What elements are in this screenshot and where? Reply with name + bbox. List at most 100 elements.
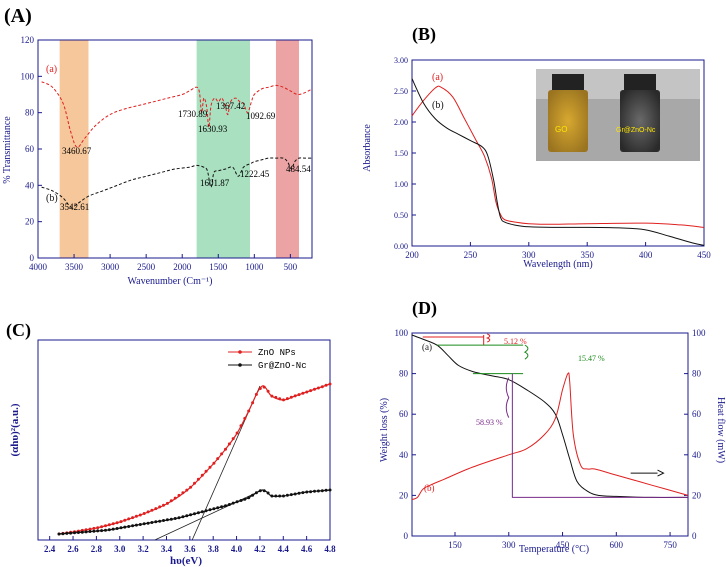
panel-c-point-0-11 bbox=[100, 525, 104, 529]
panel-c-point-1-7 bbox=[84, 530, 88, 534]
panel-d-ylabel: Weight loss (%) bbox=[379, 398, 390, 462]
panel-c-point-0-10 bbox=[96, 526, 100, 530]
panel-c-point-1-19 bbox=[131, 524, 135, 528]
panel-c-point-1-65 bbox=[309, 490, 313, 494]
panel-c-point-1-69 bbox=[324, 488, 328, 492]
panel-c-point-0-61 bbox=[293, 394, 297, 398]
panel-a-peak-1367: 1367.42 bbox=[216, 101, 245, 111]
panel-d-y2tick-0: 0 bbox=[692, 531, 697, 541]
panel-c-xtick-1: 2.6 bbox=[67, 544, 79, 554]
panel-c-point-1-60 bbox=[289, 493, 293, 497]
panel-label-a: (A) bbox=[4, 5, 32, 27]
inset-label-grzno: Gr@ZnO-Nc bbox=[616, 127, 656, 134]
panel-b-xtick-0: 200 bbox=[405, 250, 419, 260]
panel-c-point-1-3 bbox=[69, 531, 73, 535]
panel-c-point-1-23 bbox=[146, 521, 150, 525]
panel-c-point-1-70 bbox=[328, 488, 332, 492]
panel-c-point-0-30 bbox=[173, 496, 177, 500]
panel-a-peak-3542: 3542.61 bbox=[60, 202, 89, 212]
panel-c-point-0-44 bbox=[227, 442, 231, 446]
panel-c-xtick-2: 2.8 bbox=[91, 544, 103, 554]
panel-c-point-1-15 bbox=[115, 527, 119, 530]
panel-d-series-b-label: (b) bbox=[424, 483, 435, 493]
panel-c-point-0-46 bbox=[235, 431, 239, 435]
panel-c-point-0-47 bbox=[239, 424, 243, 428]
tga-bracket-2-brace bbox=[523, 344, 529, 360]
panel-c-point-0-21 bbox=[138, 513, 142, 517]
legend-label-zno: ZnO NPs bbox=[258, 348, 296, 358]
panel-c-point-0-67 bbox=[316, 386, 320, 390]
panel-c-point-0-36 bbox=[196, 477, 200, 481]
panel-a-peak-1092: 1092.69 bbox=[246, 111, 276, 121]
panel-d-series-1 bbox=[411, 372, 689, 500]
panel-b-ylabel: Absorbance bbox=[362, 124, 373, 172]
grzno-vial-cap bbox=[624, 74, 656, 90]
panel-c-point-0-16 bbox=[119, 520, 123, 524]
panel-c-point-0-7 bbox=[84, 528, 88, 532]
tga-loss-2: 15.47 % bbox=[578, 354, 605, 363]
panel-b-ytick-1: 0.50 bbox=[394, 211, 408, 220]
inset-label-go: GO bbox=[555, 125, 567, 134]
panel-c-point-1-53 bbox=[262, 489, 266, 493]
panel-c-point-1-57 bbox=[278, 494, 282, 498]
panel-c-point-0-17 bbox=[123, 518, 127, 522]
panel-c-point-0-31 bbox=[177, 493, 181, 497]
panel-c-point-1-35 bbox=[193, 512, 196, 516]
panel-d-y2tick-5: 100 bbox=[692, 328, 706, 338]
tga-loss-1: 5.12 % bbox=[504, 337, 527, 346]
panel-c-point-1-41 bbox=[216, 506, 220, 510]
panel-d-series-0 bbox=[411, 334, 689, 498]
panel-b-ytick-3: 1.50 bbox=[394, 149, 408, 158]
panel-c-point-0-32 bbox=[181, 491, 185, 495]
panel-d-xtick-3: 600 bbox=[610, 540, 624, 550]
tga-bracket-1-brace bbox=[485, 333, 491, 343]
panel-c-point-0-56 bbox=[274, 395, 278, 399]
panel-c-ylabel: (αhυ)²(a.u.) bbox=[9, 403, 21, 456]
panel-c-xlabel: hυ(eV) bbox=[170, 555, 202, 567]
panel-c-point-1-61 bbox=[293, 492, 297, 496]
panel-c-point-1-28 bbox=[165, 518, 169, 522]
panel-d-xtick-4: 750 bbox=[663, 540, 677, 550]
panel-c-point-1-18 bbox=[127, 525, 131, 528]
panel-c-point-0-60 bbox=[289, 395, 293, 399]
panel-c-chart: 2.4 2.6 2.8 3.0 3.2 3.4 3.6 3.8 4.0 4.2 4.4 4.6 4.8 bbox=[37, 339, 336, 554]
tga-arrow-head bbox=[657, 469, 665, 477]
panel-a-ytick-0: 0 bbox=[30, 253, 35, 263]
panel-c-point-1-54 bbox=[266, 491, 270, 495]
panel-c-point-1-0 bbox=[57, 532, 61, 536]
panel-b-ytick-5: 2.50 bbox=[394, 87, 408, 96]
panel-a-ytick-2: 40 bbox=[25, 180, 35, 190]
panel-a-xtick-7: 500 bbox=[284, 262, 298, 272]
panel-c-point-0-58 bbox=[282, 398, 285, 402]
panel-a-xtick-4: 2000 bbox=[173, 262, 192, 272]
panel-a-ytick-1: 20 bbox=[25, 217, 35, 227]
panel-c-point-0-26 bbox=[158, 505, 162, 509]
panel-c-point-1-5 bbox=[76, 531, 80, 534]
panel-a-series-a-label: (a) bbox=[46, 64, 57, 75]
go-vial bbox=[548, 90, 588, 152]
panel-c-point-0-64 bbox=[305, 390, 309, 394]
panel-d-frame bbox=[411, 332, 689, 537]
panel-c-point-1-31 bbox=[177, 516, 181, 520]
panel-a-ylabel: % Transmittance bbox=[2, 116, 13, 184]
panel-d-ytick-5: 100 bbox=[395, 328, 409, 338]
ir-band-2 bbox=[275, 40, 300, 258]
panel-c-xtick-3: 3.0 bbox=[114, 544, 126, 554]
panel-c-point-1-49 bbox=[247, 496, 251, 500]
panel-c-point-0-13 bbox=[107, 523, 111, 527]
panel-c-point-0-69 bbox=[324, 383, 328, 387]
panel-c-point-1-68 bbox=[320, 489, 324, 493]
panel-a-xtick-5: 1500 bbox=[209, 262, 228, 272]
panel-c-point-0-28 bbox=[165, 501, 169, 505]
panel-c-point-0-14 bbox=[111, 522, 115, 526]
panel-d-y2label: Heat flow (mW) bbox=[715, 397, 726, 463]
ir-band-1 bbox=[196, 40, 250, 258]
panel-b-ytick-2: 1.00 bbox=[394, 180, 408, 189]
panel-c-point-0-29 bbox=[169, 499, 173, 503]
panel-c-point-0-51 bbox=[254, 392, 258, 396]
panel-c-point-0-45 bbox=[231, 437, 235, 441]
panel-c-point-1-46 bbox=[235, 500, 239, 504]
panel-c-point-0-66 bbox=[313, 387, 316, 391]
panel-d-ytick-4: 80 bbox=[399, 369, 409, 379]
panel-c-point-0-57 bbox=[278, 397, 282, 401]
